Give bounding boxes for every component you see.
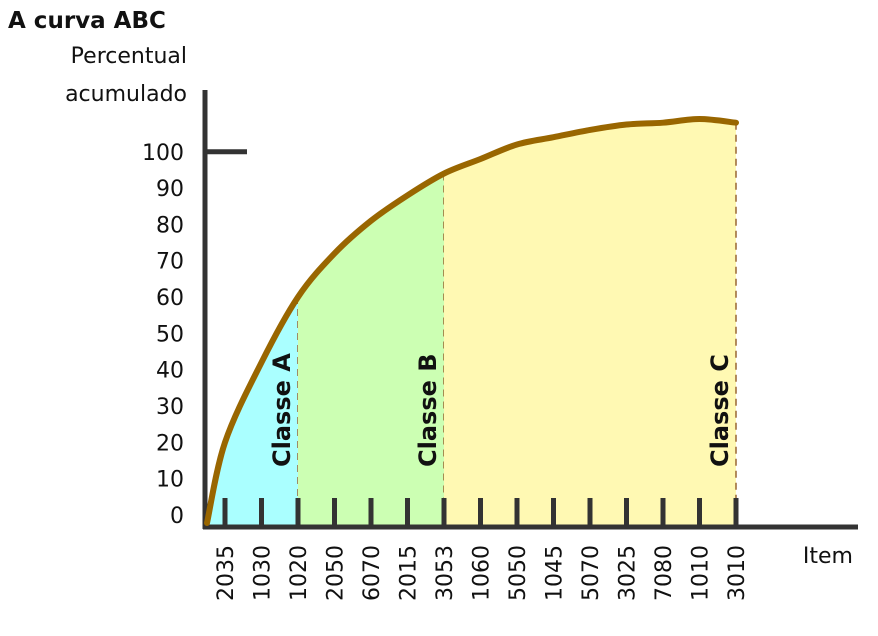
x-tick-label: 2015 [397, 545, 422, 601]
y-tick-label: 10 [156, 468, 184, 493]
y-tick-label: 20 [156, 431, 184, 456]
y-tick-label: 40 [156, 359, 184, 384]
curve [204, 116, 739, 526]
y-tick-label: 70 [156, 250, 184, 275]
x-tick-label: 1030 [251, 545, 276, 601]
x-tick-label: 3053 [433, 545, 458, 601]
y-tick-label: 50 [156, 322, 184, 347]
x-tick-label: 5070 [579, 545, 604, 601]
x-tick-label: 1010 [689, 545, 714, 601]
class-region [205, 297, 298, 527]
class-label: Classe C [706, 354, 734, 467]
x-tick-label: 1060 [470, 545, 495, 601]
y-tick-label: 80 [156, 213, 184, 238]
x-tick-label: 1020 [287, 545, 312, 601]
y-axis-label: Percentual [71, 44, 187, 69]
x-tick-label: 5050 [506, 545, 531, 601]
x-tick-label: 7080 [652, 545, 677, 601]
y-tick-label: 60 [156, 286, 184, 311]
y-tick-label: 90 [156, 177, 184, 202]
class-region [444, 119, 736, 528]
class-label: Classe A [268, 353, 296, 467]
x-tick-label: 2050 [324, 545, 349, 601]
x-axis-label: Item [803, 544, 853, 569]
x-tick-label: 3010 [725, 545, 750, 601]
y-tick-label: 100 [142, 141, 184, 166]
y-tick-label: 0 [170, 504, 184, 529]
x-tick-label: 2035 [214, 545, 239, 601]
y-axis-label: acumulado [65, 82, 187, 107]
x-tick-label: 1045 [543, 545, 568, 601]
y-tick-label: 30 [156, 395, 184, 420]
class-label: Classe B [414, 353, 442, 467]
chart-title: A curva ABC [8, 8, 166, 34]
x-tick-label: 6070 [360, 545, 385, 601]
x-tick-label: 3025 [616, 545, 641, 601]
class-region [298, 173, 444, 528]
